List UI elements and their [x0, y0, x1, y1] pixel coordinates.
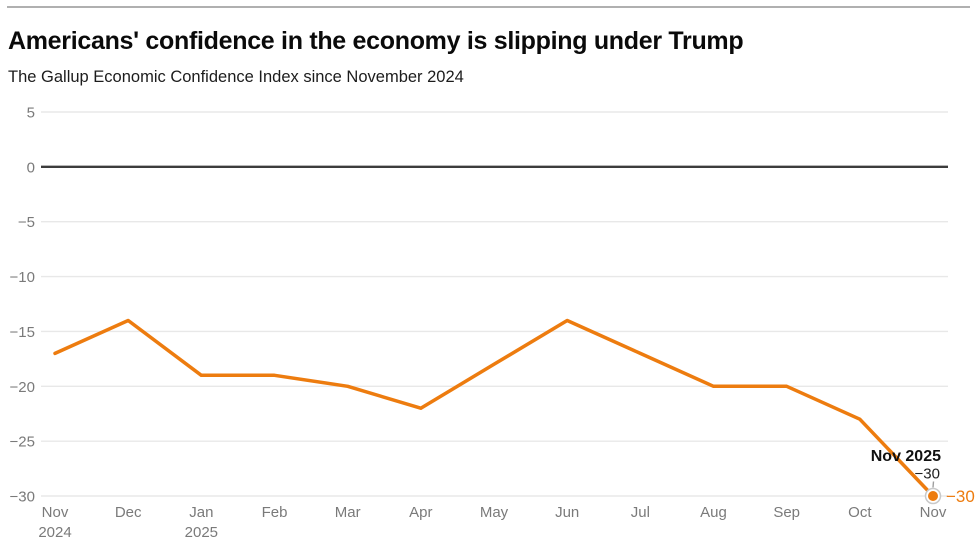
x-tick-label: Apr	[409, 504, 432, 521]
x-tick-label: Mar	[335, 504, 361, 521]
x-tick-label: Jan	[189, 504, 213, 521]
x-tick-label: Sep	[773, 504, 800, 521]
x-tick-label: May	[480, 504, 509, 521]
x-tick-sublabel: 2024	[38, 524, 71, 541]
x-tick-label: Aug	[700, 504, 727, 521]
y-tick-label: −15	[10, 324, 35, 341]
y-tick-label: −5	[18, 214, 35, 231]
trend-line	[53, 318, 935, 498]
x-tick-label: Feb	[262, 504, 288, 521]
x-tick-label: Oct	[848, 504, 872, 521]
x-tick-label: Nov	[42, 504, 69, 521]
x-tick-sublabel: 2025	[185, 524, 218, 541]
x-tick-label: Dec	[115, 504, 142, 521]
y-tick-label: −25	[10, 434, 35, 451]
annotation-title: Nov 2025	[871, 448, 941, 465]
end-point-marker	[928, 491, 938, 501]
x-tick-label: Jul	[631, 504, 650, 521]
annotation-value-label: −30	[915, 466, 940, 483]
page-title: Americans' confidence in the economy is …	[8, 27, 744, 55]
y-tick-label: −30	[10, 489, 35, 506]
y-tick-label: −20	[10, 379, 35, 396]
top-rule	[7, 6, 970, 8]
page-subtitle: The Gallup Economic Confidence Index sin…	[8, 68, 464, 86]
x-tick-label: Nov	[920, 504, 947, 521]
y-tick-label: 5	[27, 105, 35, 122]
x-tick-label: Jun	[555, 504, 579, 521]
annotation-connector	[932, 481, 935, 488]
annotation-end-label: −30	[946, 487, 975, 506]
y-tick-label: 0	[27, 159, 35, 176]
y-tick-label: −10	[10, 269, 35, 286]
